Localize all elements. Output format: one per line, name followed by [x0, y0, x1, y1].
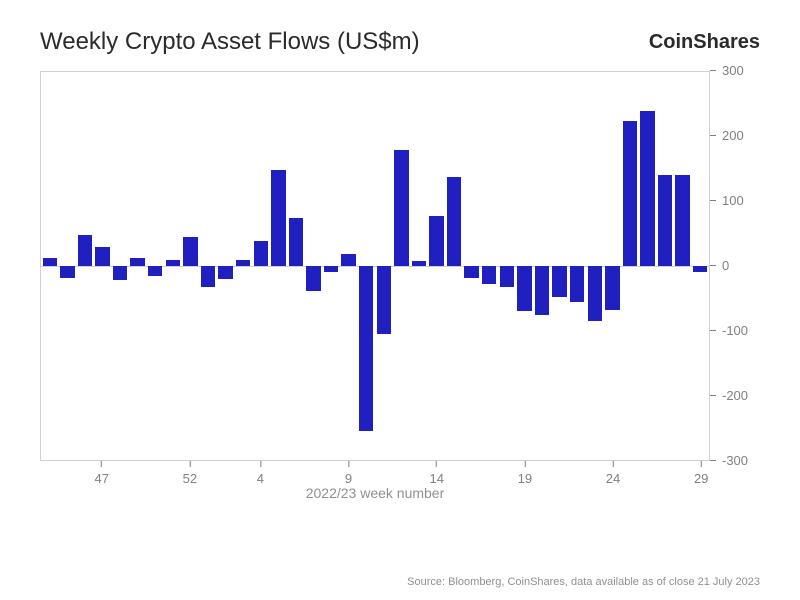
x-tick: 47: [94, 461, 108, 486]
chart-title: Weekly Crypto Asset Flows (US$m): [40, 28, 420, 56]
bar: [166, 260, 180, 266]
bar: [289, 218, 303, 267]
bar: [394, 150, 408, 266]
x-tick-label: 4: [257, 467, 264, 486]
x-tick: 52: [183, 461, 197, 486]
y-tick-label: 0: [716, 258, 729, 273]
bar: [552, 266, 566, 297]
bar: [60, 266, 74, 278]
x-tick-label: 9: [345, 467, 352, 486]
bar: [306, 266, 320, 291]
bars-group: [41, 72, 709, 460]
x-tick-label: 14: [429, 467, 443, 486]
y-tick-label: 100: [716, 193, 744, 208]
bar: [271, 170, 285, 266]
bar: [95, 247, 109, 266]
bar: [623, 121, 637, 267]
y-tick: 200: [710, 128, 760, 143]
bar: [377, 266, 391, 334]
y-tick: -200: [710, 388, 760, 403]
chart-container: Weekly Crypto Asset Flows (US$m) CoinSha…: [0, 0, 800, 600]
y-tick: 300: [710, 63, 760, 78]
bar: [201, 266, 215, 287]
y-axis: -300-200-1000100200300: [710, 71, 760, 461]
x-axis: 47 52 4 9 14 19 24 292022/23 week number: [40, 461, 710, 501]
plot-area: [40, 71, 710, 461]
bar: [236, 260, 250, 266]
bar: [218, 266, 232, 279]
bar: [500, 266, 514, 287]
bar: [130, 258, 144, 266]
bar: [113, 266, 127, 280]
bar: [78, 235, 92, 266]
x-tick: 9: [345, 461, 352, 486]
bar: [658, 175, 672, 266]
bar: [341, 254, 355, 266]
bar: [640, 111, 654, 266]
bar: [254, 241, 268, 266]
y-tick: -100: [710, 323, 760, 338]
bar: [447, 177, 461, 266]
x-tick: 29: [694, 461, 708, 486]
y-tick: 100: [710, 193, 760, 208]
bar: [675, 175, 689, 266]
bar: [605, 266, 619, 310]
plot-wrapper: -300-200-1000100200300 47524914192429202…: [40, 71, 760, 501]
bar: [359, 266, 373, 431]
x-axis-label: 2022/23 week number: [40, 485, 710, 501]
x-tick-label: 52: [183, 467, 197, 486]
y-tick: 0: [710, 258, 760, 273]
x-tick: 19: [518, 461, 532, 486]
bar: [570, 266, 584, 302]
bar: [464, 266, 478, 278]
x-tick: 14: [429, 461, 443, 486]
bar: [535, 266, 549, 315]
source-text: Source: Bloomberg, CoinShares, data avai…: [407, 576, 760, 588]
bar: [324, 266, 338, 272]
y-tick-label: 300: [716, 63, 744, 78]
x-tick-label: 47: [94, 467, 108, 486]
y-tick-label: -200: [716, 388, 748, 403]
bar: [183, 237, 197, 266]
x-tick-label: 29: [694, 467, 708, 486]
bar: [43, 258, 57, 266]
bar: [482, 266, 496, 284]
y-tick-label: 200: [716, 128, 744, 143]
y-tick-label: -300: [716, 453, 748, 468]
y-tick-label: -100: [716, 323, 748, 338]
bar: [148, 266, 162, 276]
x-tick-label: 19: [518, 467, 532, 486]
bar: [517, 266, 531, 311]
bar: [412, 261, 426, 266]
chart-header: Weekly Crypto Asset Flows (US$m) CoinSha…: [40, 28, 760, 56]
brand-label: CoinShares: [649, 31, 760, 54]
bar: [588, 266, 602, 321]
bar: [429, 216, 443, 266]
x-tick: 4: [257, 461, 264, 486]
x-tick: 24: [606, 461, 620, 486]
y-tick: -300: [710, 453, 760, 468]
bar: [693, 266, 707, 272]
x-tick-label: 24: [606, 467, 620, 486]
